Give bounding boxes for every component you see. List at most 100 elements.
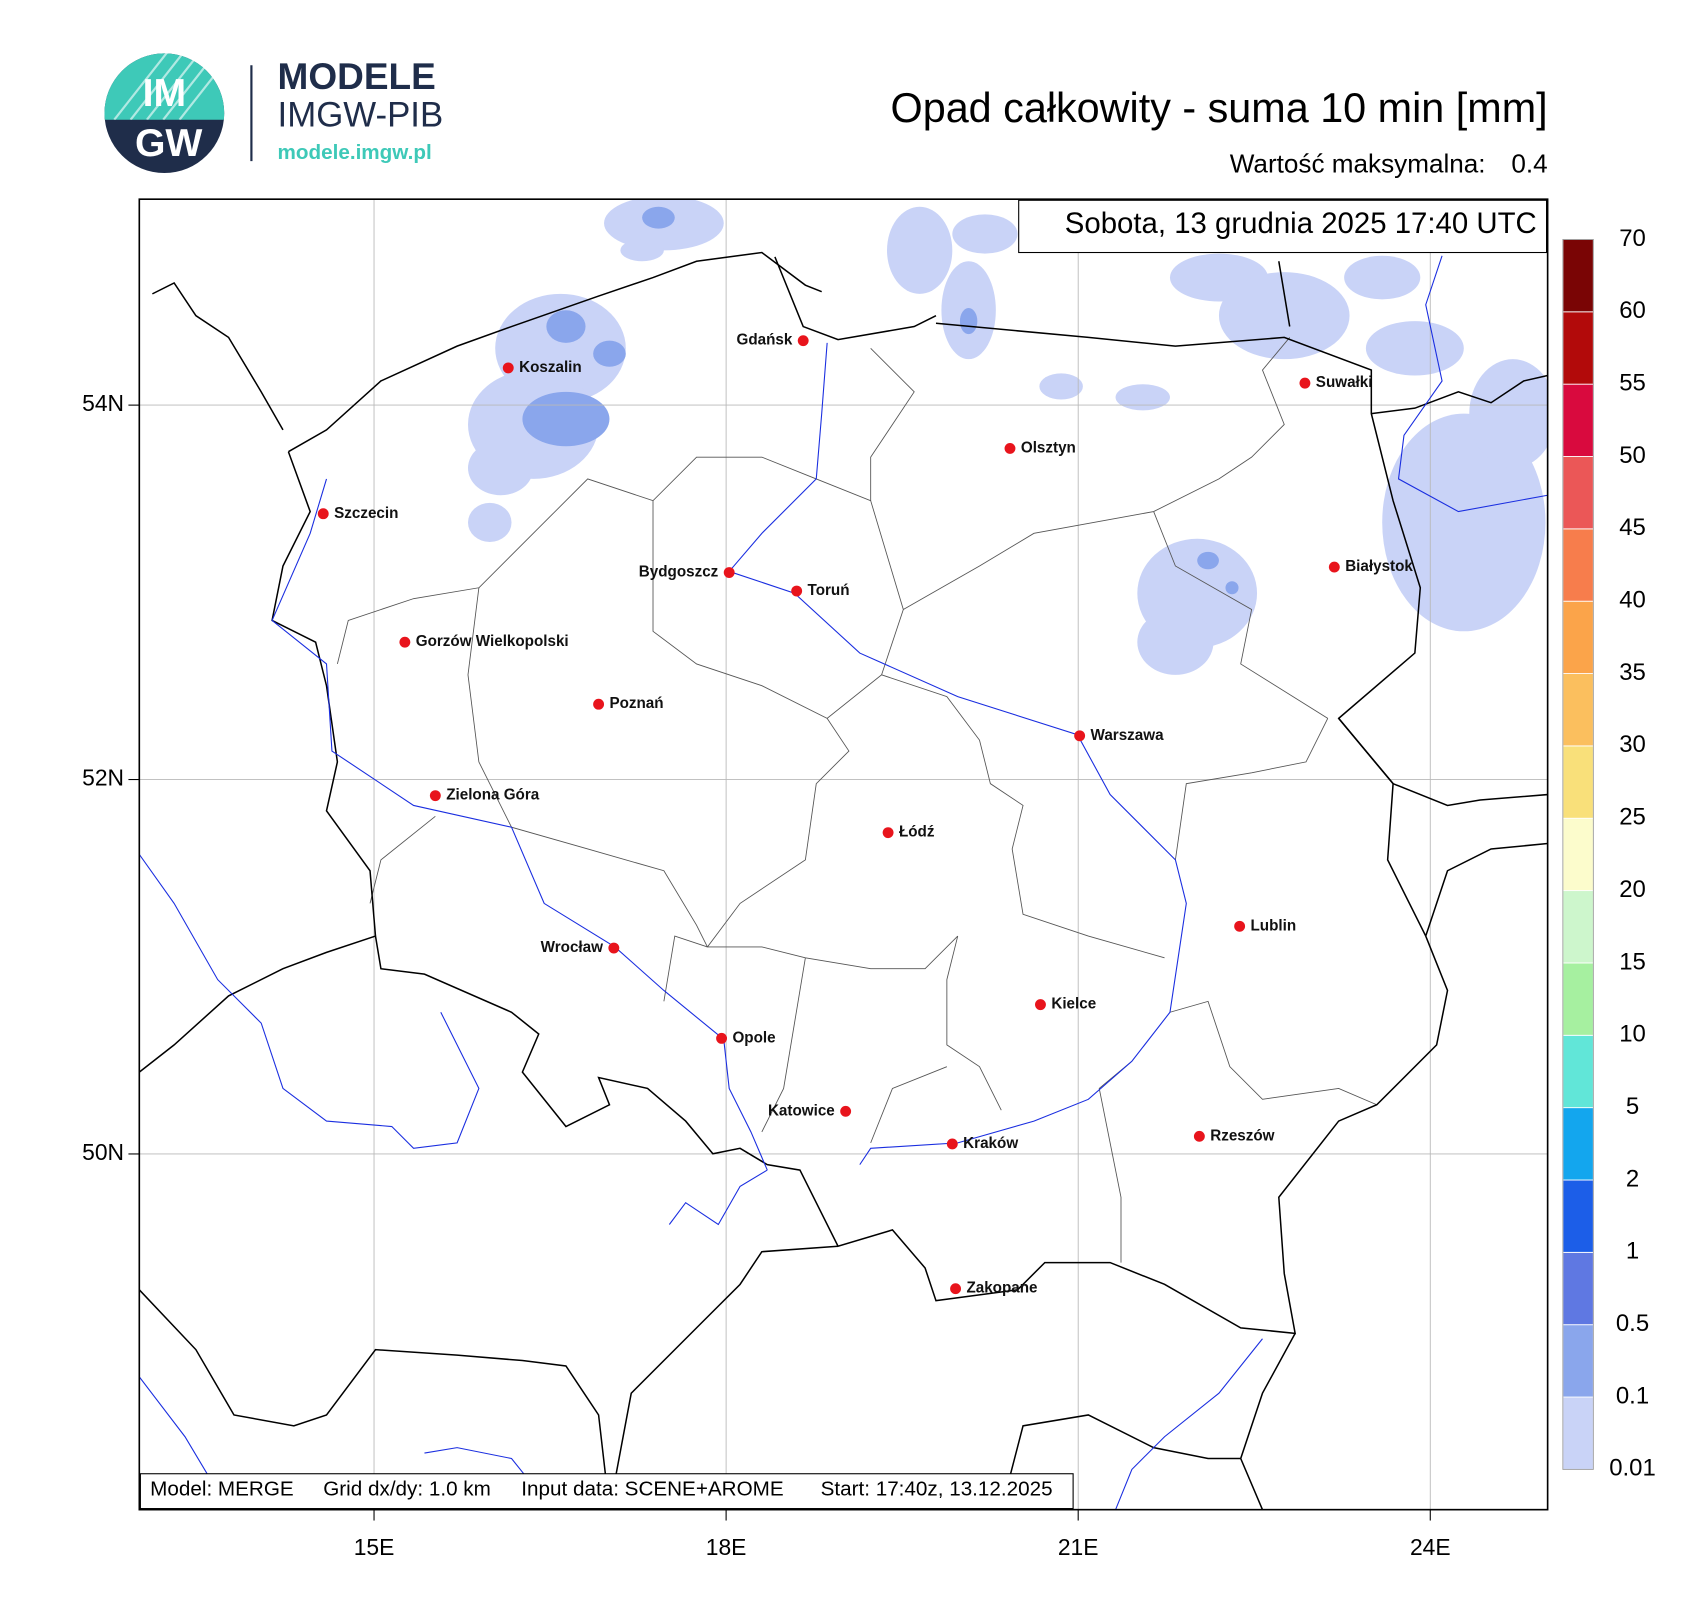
city-marker [950,1283,962,1295]
precip-area [593,340,626,367]
border [608,1245,839,1510]
city-marker [1299,377,1311,389]
colorbar-label: 0.1 [1616,1382,1649,1409]
colorbar-swatch [1562,239,1594,313]
border [139,935,376,1073]
border [1278,261,1291,327]
colorbar-label: 70 [1619,225,1646,252]
precip-area [525,402,552,425]
city-label: Gorzów Wielkopolski [416,633,569,650]
city-marker [1328,561,1340,573]
region-border [1174,718,1329,860]
region-border [903,337,1291,610]
border [1371,374,1548,415]
city-marker [608,942,620,954]
city-label: Łódź [899,824,935,841]
city-label: Warszawa [1091,727,1165,744]
city-label: Gdańsk [736,332,792,349]
region-border [1153,511,1329,719]
colorbar-label: 10 [1619,1021,1646,1048]
city-label: Olsztyn [1021,439,1076,456]
region-border [369,815,436,904]
river [1397,255,1548,513]
city-label: Suwałki [1316,374,1373,391]
river [1115,1338,1263,1510]
colorbar-frame [1562,239,1594,1470]
city-label: Poznań [609,695,663,712]
city-marker [716,1032,728,1044]
logo-mark: GW [135,122,202,165]
region-border [761,957,806,1133]
border [1338,717,1548,807]
colorbar-swatch [1562,456,1594,530]
region-border [946,935,1002,1111]
border [774,256,937,341]
city-label: Bydgoszcz [639,564,719,581]
city-label: Zielona Góra [446,787,540,804]
precip-area [467,440,534,496]
river [424,1447,534,1487]
city-marker [797,335,809,347]
colorbar-swatch [1562,962,1594,1036]
axes: 15E 18E 21E 24E 50N 52N 54N [82,390,1450,1560]
city-marker [1004,442,1016,454]
precip-area [952,214,1018,254]
city-label: Szczecin [334,505,398,522]
colorbar-label: 40 [1619,587,1646,614]
colorbar-swatch [1562,817,1594,892]
precip-area [1218,272,1350,360]
colorbar-label: 60 [1619,297,1646,324]
border [139,1289,611,1510]
max-value: 0.4 [1511,148,1547,178]
colorbar-label: 15 [1619,948,1646,975]
map-frame [138,198,1549,1511]
city-label: Katowice [768,1102,835,1119]
city-marker [840,1105,852,1117]
region-border [1169,1000,1377,1106]
colorbar-label: 5 [1626,1093,1639,1120]
city-label: Białystok [1345,558,1413,575]
precip-area [620,239,664,262]
precip-area [467,502,512,543]
region-border [706,718,959,970]
colorbar-swatch [1562,745,1594,819]
logo-mark: IM [143,72,187,115]
region-border [1098,1060,1133,1263]
city-label: Kraków [963,1135,1018,1152]
x-tick-label: 18E [706,1534,747,1560]
colorbar-swatch [1562,1107,1594,1181]
border [271,322,1449,1335]
date-box: Sobota, 13 grudnia 2025 17:40 UTC [1018,199,1548,254]
city-label: Toruń [808,582,850,599]
border [1239,1332,1296,1510]
precip-area [642,206,675,229]
map: Szczecin Koszalin Gdańsk Suwałki Olsztyn Biał… [139,199,1548,1510]
colorbar-swatch [1562,600,1594,674]
region-border [663,935,708,1002]
logo: IM GW MODELE IMGW-PIB modele.imgw.pl [104,43,443,174]
precip-area [1039,373,1083,400]
city-marker [946,1138,958,1150]
city-label: Rzeszów [1210,1127,1274,1144]
precip-area [1197,551,1219,570]
city-label: Kielce [1051,996,1096,1013]
city-label: Opole [732,1029,775,1046]
border [152,282,284,431]
city-marker [317,508,329,520]
y-tick-label: 52N [82,765,124,791]
precip-area [887,206,953,294]
city-marker [1035,999,1046,1011]
city-marker [882,827,894,839]
precip-area [546,310,586,343]
border [1425,842,1548,937]
precip-area [1115,384,1170,411]
colorbar-label: 0.01 [1609,1455,1656,1482]
city-label: Koszalin [519,359,582,376]
river [139,854,480,1149]
city-label: Lublin [1251,917,1297,934]
city-marker [502,362,514,374]
colorbar-swatch [1562,1034,1594,1109]
colorbar-label: 2 [1626,1165,1639,1192]
